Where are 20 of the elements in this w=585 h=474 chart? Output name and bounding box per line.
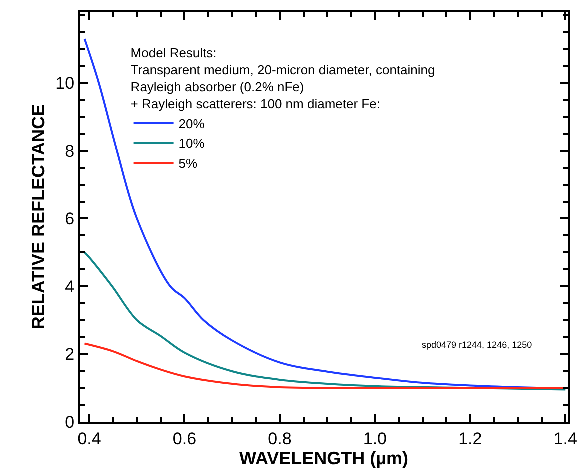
x-tick-label: 0.4 (78, 429, 102, 448)
x-tick-label: 1.4 (554, 429, 578, 448)
x-tick-label: 1.0 (363, 429, 387, 448)
y-tick-label: 0 (65, 412, 75, 432)
x-axis-title: WAVELENGTH (µm) (239, 448, 409, 468)
legend-label: 5% (178, 156, 198, 172)
x-tick-label: 0.6 (172, 429, 197, 448)
y-tick-label: 2 (65, 345, 75, 364)
y-tick-label: 4 (65, 277, 75, 296)
y-axis-title: RELATIVE REFLECTANCE (28, 104, 48, 330)
legend-title: Model Results: Transparent medium, 20-micron diameter, containing Rayleigh absorber (0.2% nFe) + Rayleigh scatterers: 100 nm diameter Fe: (130, 46, 436, 112)
x-tick-label: 1.2 (458, 429, 482, 448)
legend-label: 20% (178, 116, 206, 132)
x-tick-label: 0.8 (268, 429, 292, 448)
y-tick-label: 6 (65, 210, 75, 229)
annotation: spd0479 r1244, 1246, 1250 (422, 340, 532, 350)
line-series (84, 252, 567, 391)
y-tick-label: 8 (65, 142, 75, 161)
legend-label: 10% (178, 136, 206, 152)
y-tick-label: 10 (56, 74, 75, 94)
